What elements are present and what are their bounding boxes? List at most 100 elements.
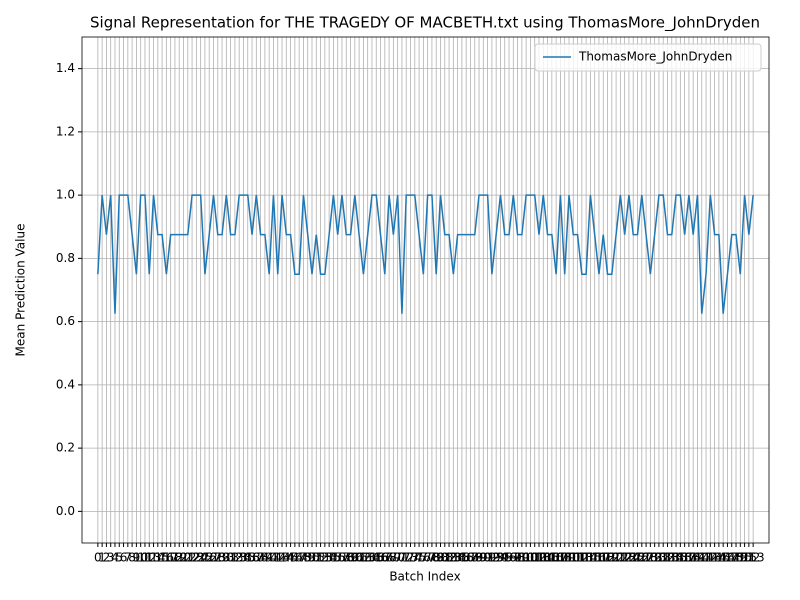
x-tick-label: 66 — [373, 551, 388, 565]
x-tick-label: 103 — [528, 551, 551, 565]
x-tick-label: 3 — [107, 551, 115, 565]
x-tick-label: 13 — [146, 551, 161, 565]
x-tick-label: 140 — [686, 551, 709, 565]
y-tick-label: 0.8 — [56, 251, 75, 265]
x-tick-label: 121 — [605, 551, 628, 565]
x-tick-label: 133 — [656, 551, 679, 565]
x-tick-label: 91 — [480, 551, 495, 565]
x-tick-label: 138 — [677, 551, 700, 565]
x-tick-label: 142 — [695, 551, 718, 565]
x-tick-label: 78 — [424, 551, 439, 565]
x-tick-label: 22 — [184, 551, 199, 565]
axes-frame — [81, 36, 770, 544]
x-axis-label: Batch Index — [389, 570, 460, 584]
x-tick-label: 39 — [257, 551, 272, 565]
x-tick-label: 41 — [266, 551, 281, 565]
x-tick-label: 64 — [364, 551, 379, 565]
x-tick-label: 35 — [240, 551, 255, 565]
x-tick-label: 54 — [321, 551, 336, 565]
x-tick-label: 52 — [313, 551, 328, 565]
x-tick-label: 110 — [558, 551, 581, 565]
x-tick-label: 47 — [292, 551, 307, 565]
x-tick-label: 63 — [360, 551, 375, 565]
x-tick-label: 151 — [733, 551, 756, 565]
x-tick-label: 46 — [287, 551, 302, 565]
x-tick-label: 88 — [467, 551, 482, 565]
x-tick-label: 29 — [214, 551, 229, 565]
x-tick-label: 75 — [411, 551, 426, 565]
x-tick-label: 68 — [381, 551, 396, 565]
x-tick-label: 9 — [133, 551, 141, 565]
x-tick-label: 152 — [737, 551, 760, 565]
x-tick-label: 58 — [339, 551, 354, 565]
chart-title: Signal Representation for THE TRAGEDY OF… — [90, 14, 760, 33]
x-tick-label: 124 — [617, 551, 640, 565]
x-tick-label: 77 — [420, 551, 435, 565]
x-tick-label: 69 — [386, 551, 401, 565]
x-tick-label: 98 — [510, 551, 525, 565]
x-tick-label: 15 — [154, 551, 169, 565]
x-tick-label: 17 — [163, 551, 178, 565]
x-tick-label: 97 — [506, 551, 521, 565]
x-tick-label: 134 — [660, 551, 683, 565]
data-line — [97, 194, 754, 314]
x-tick-label: 59 — [343, 551, 358, 565]
x-tick-label: 87 — [463, 551, 478, 565]
x-tick-label: 45 — [283, 551, 298, 565]
x-tick-label: 92 — [484, 551, 499, 565]
x-tick-label: 131 — [647, 551, 670, 565]
x-tick-label: 0 — [94, 551, 102, 565]
x-tick-label: 145 — [707, 551, 730, 565]
x-tick-label: 137 — [673, 551, 696, 565]
x-tick-label: 44 — [279, 551, 294, 565]
x-tick-label: 55 — [326, 551, 341, 565]
x-tick-label: 42 — [270, 551, 285, 565]
x-tick-label: 73 — [403, 551, 418, 565]
x-tick-label: 82 — [441, 551, 456, 565]
x-tick-label: 1 — [98, 551, 106, 565]
y-tick-label: 1.0 — [56, 188, 75, 202]
x-tick-label: 25 — [197, 551, 212, 565]
x-tick-label: 94 — [493, 551, 508, 565]
x-tick-label: 150 — [729, 551, 752, 565]
y-tick-label: 1.4 — [56, 61, 75, 75]
x-tick-label: 96 — [501, 551, 516, 565]
x-tick-label: 24 — [193, 551, 208, 565]
x-tick-label: 76 — [416, 551, 431, 565]
x-tick-label: 116 — [583, 551, 606, 565]
x-tick-label: 113 — [570, 551, 593, 565]
legend-label: ThomasMore_JohnDryden — [578, 50, 732, 64]
x-tick-label: 4 — [111, 551, 119, 565]
x-tick-label: 11 — [137, 551, 152, 565]
x-tick-label: 16 — [159, 551, 174, 565]
x-tick-label: 107 — [545, 551, 568, 565]
x-tick-label: 132 — [652, 551, 675, 565]
x-tick-label: 104 — [532, 551, 555, 565]
x-tick-label: 106 — [540, 551, 563, 565]
x-tick-label: 36 — [244, 551, 259, 565]
x-tick-label: 53 — [317, 551, 332, 565]
x-tick-label: 120 — [600, 551, 623, 565]
x-tick-label: 130 — [643, 551, 666, 565]
x-tick-label: 61 — [351, 551, 366, 565]
x-tick-label: 99 — [514, 551, 529, 565]
x-tick-label: 51 — [309, 551, 324, 565]
y-tick-label: 0.2 — [56, 441, 75, 455]
x-tick-label: 28 — [210, 551, 225, 565]
x-tick-label: 57 — [334, 551, 349, 565]
x-tick-label: 93 — [489, 551, 504, 565]
x-tick-label: 40 — [262, 551, 277, 565]
x-tick-label: 37 — [249, 551, 264, 565]
x-tick-label: 81 — [437, 551, 452, 565]
x-tick-label: 56 — [330, 551, 345, 565]
x-tick-label: 23 — [189, 551, 204, 565]
x-tick-label: 117 — [588, 551, 611, 565]
x-tick-label: 153 — [742, 551, 765, 565]
x-tick-label: 32 — [227, 551, 242, 565]
x-tick-label: 5 — [115, 551, 123, 565]
x-tick-label: 136 — [669, 551, 692, 565]
x-tick-label: 26 — [202, 551, 217, 565]
y-axis-label: Mean Prediction Value — [14, 224, 28, 357]
x-tick-label: 111 — [562, 551, 585, 565]
x-tick-label: 105 — [536, 551, 559, 565]
